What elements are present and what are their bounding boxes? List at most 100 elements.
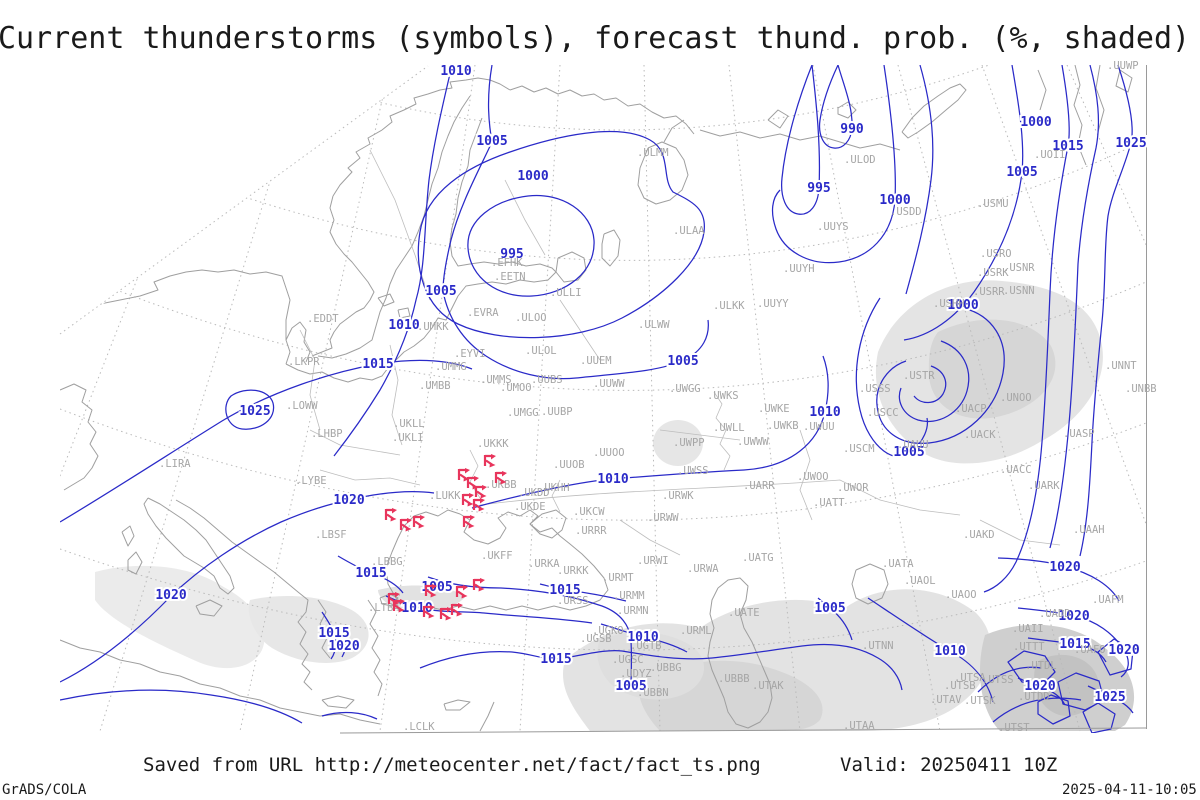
page-title: Current thunderstorms (symbols), forecas… — [0, 21, 1191, 56]
station-label: .URRR — [575, 525, 607, 537]
contour-label: 1020 — [333, 493, 364, 508]
station-label: .UTDD — [1018, 691, 1050, 703]
station-label: .LTBA — [368, 602, 400, 614]
station-label: .UARK — [1028, 480, 1060, 492]
station-label: .UUBS — [531, 374, 563, 386]
station-label: .UUEM — [580, 355, 612, 367]
station-label: .UAKD — [963, 529, 995, 541]
station-label: .UKDE — [514, 501, 546, 513]
station-label: .UKBB — [485, 479, 517, 491]
contour-label: 1020 — [1024, 679, 1055, 694]
station-label: .UWOO — [797, 471, 829, 483]
thunderstorm-icon — [461, 491, 476, 508]
station-label: .LOWW — [286, 400, 318, 412]
station-label: .UWSS — [677, 465, 709, 477]
station-label: .UTNN — [862, 640, 894, 652]
station-label: .UNOO — [1000, 392, 1032, 404]
station-label: .UUYH — [783, 263, 815, 275]
grads-cola-credit: GrADS/COLA — [2, 782, 87, 798]
contour-label: 1015 — [540, 652, 571, 667]
station-label: .EYVI — [454, 348, 486, 360]
contour-label: 1000 — [1020, 115, 1051, 130]
valid-time-text: Valid: 20250411 10Z — [840, 754, 1058, 776]
contour-label: 1000 — [879, 193, 910, 208]
station-label: .LIRA — [159, 458, 191, 470]
contour-label: 1015 — [549, 583, 580, 598]
contour-label: 1020 — [328, 639, 359, 654]
station-label: .UBBG — [650, 662, 682, 674]
isobar-contours — [59, 64, 1134, 734]
contour-label: 1020 — [1049, 560, 1080, 575]
station-label: .UWWW — [737, 436, 769, 448]
station-label: .UATG — [742, 552, 774, 564]
contour-label: 1015 — [355, 566, 386, 581]
station-label: .LKPR — [288, 356, 320, 368]
station-label: .URMN — [617, 605, 649, 617]
station-label: .ULOO — [515, 312, 547, 324]
station-label: .ULKK — [713, 300, 745, 312]
contour-label: 1005 — [615, 679, 646, 694]
station-label: .LUKK — [429, 490, 461, 502]
station-label: .UAOO — [945, 589, 977, 601]
station-label: .UTSS — [982, 674, 1014, 686]
station-label: .EDDT — [307, 313, 339, 325]
station-label: .UUWP — [1107, 60, 1139, 72]
station-label: .UMOO — [500, 382, 532, 394]
station-label: .USNN — [1003, 285, 1035, 297]
contour-label: 1010 — [597, 472, 628, 487]
station-label: .ULWW — [638, 319, 670, 331]
station-label: .UARR — [743, 480, 775, 492]
station-label: .UKHH — [538, 482, 570, 494]
thunderstorm-icon — [474, 483, 489, 500]
contour-label: 1020 — [1108, 643, 1139, 658]
station-label: .UKLI — [392, 432, 424, 444]
station-label: .UKFF — [481, 550, 513, 562]
contour-label: 1010 — [440, 64, 471, 79]
station-label: .UMKK — [417, 321, 449, 333]
station-label: .UGSC — [612, 654, 644, 666]
contour-label: 990 — [840, 122, 864, 137]
station-label: .UUYY — [757, 298, 789, 310]
station-label: .UACC — [1000, 464, 1032, 476]
station-label: .UATE — [728, 607, 760, 619]
country-borders — [299, 149, 1061, 556]
station-label: .UAII — [1012, 623, 1044, 635]
station-label: .UAAH — [1073, 524, 1105, 536]
station-label: .UTST — [998, 722, 1030, 734]
station-label: .UTSB — [944, 680, 976, 692]
thunderstorm-icon — [439, 605, 454, 622]
thunderstorm-icon — [384, 506, 399, 523]
station-label: .UWOR — [837, 482, 869, 494]
contour-label: 1000 — [947, 298, 978, 313]
station-label: .UTAA — [843, 720, 875, 732]
station-label: .USSS — [859, 383, 891, 395]
station-label: .UBBB — [718, 673, 750, 685]
station-label: .USDD — [890, 206, 922, 218]
contour-label: 1015 — [1052, 139, 1083, 154]
station-label: .USHH — [933, 298, 965, 310]
station-label: .URKK — [557, 565, 589, 577]
station-label: .UAFM — [1092, 594, 1124, 606]
contour-label: 1020 — [155, 588, 186, 603]
station-label: .UATA — [882, 558, 914, 570]
contour-label: 1015 — [1059, 637, 1090, 652]
contour-label: 1010 — [627, 630, 658, 645]
contour-label: 1025 — [239, 404, 270, 419]
station-label: .UUOB — [553, 459, 585, 471]
station-label: .UASP — [1063, 428, 1095, 440]
station-label: .URWA — [687, 563, 719, 575]
station-label: .UGSB — [580, 633, 612, 645]
thunderstorm-icon — [472, 576, 487, 593]
contour-label: 1005 — [476, 134, 507, 149]
saved-from-url-text: Saved from URL http://meteocenter.net/fa… — [143, 754, 761, 776]
station-label: .UAUU — [897, 439, 929, 451]
station-label: .UMMS — [480, 374, 512, 386]
station-label: .UKDD — [518, 487, 550, 499]
station-label: .ULOL — [525, 345, 557, 357]
station-label: .ULAA — [673, 225, 705, 237]
station-label: .UOII — [1034, 149, 1066, 161]
station-label: .USMU — [977, 198, 1009, 210]
station-label: .EFHK — [491, 257, 523, 269]
